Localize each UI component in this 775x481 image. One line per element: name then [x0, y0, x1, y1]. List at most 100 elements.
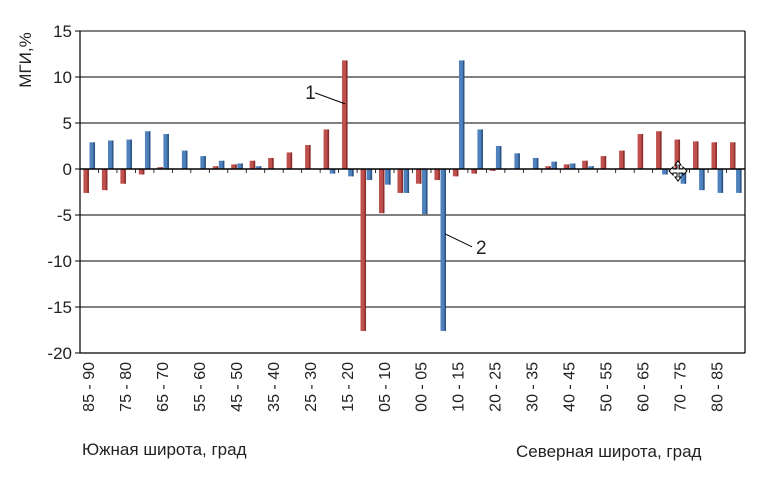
- bar-series-2: [366, 169, 373, 181]
- bar-shade-series-1: [290, 152, 293, 169]
- bar-series-1: [674, 139, 681, 169]
- x-tick-label: 20 - 25: [488, 362, 505, 412]
- annotation-label: 1: [305, 83, 316, 104]
- x-tick-label: 00 - 05: [414, 362, 431, 412]
- bar-series-2: [329, 169, 336, 174]
- bar-series-1: [378, 169, 385, 214]
- bar-series-2: [477, 129, 483, 169]
- y-tick-label: -5: [57, 206, 72, 225]
- bar-shade-series-1: [438, 169, 440, 181]
- bar-shade-series-2: [462, 60, 465, 169]
- bar-series-1: [157, 167, 163, 169]
- bar-shade-series-2: [352, 169, 354, 177]
- y-tick-label: 10: [53, 68, 72, 87]
- x-tick-label: 40 - 45: [562, 362, 579, 412]
- bar-series-1: [360, 169, 367, 331]
- bar-shade-series-2: [425, 169, 428, 215]
- bar-shade-series-1: [715, 142, 717, 169]
- bar-series-2: [680, 169, 687, 184]
- bar-shade-series-2: [721, 169, 724, 193]
- bar-series-2: [163, 134, 169, 169]
- bar-shade-series-2: [241, 163, 243, 169]
- bar-series-2: [126, 139, 132, 169]
- bar-series-2: [551, 161, 557, 169]
- bar-shade-series-2: [481, 129, 483, 169]
- bar-shade-series-2: [536, 157, 539, 169]
- axes: [75, 30, 746, 354]
- y-tick-label: 15: [53, 22, 72, 41]
- bar-shade-series-2: [93, 142, 96, 169]
- bar-shade-series-1: [733, 142, 736, 169]
- bar-series-1: [342, 60, 348, 169]
- bar-series-2: [108, 140, 114, 169]
- bar-series-2: [218, 160, 225, 169]
- bar-shade-series-1: [272, 157, 274, 169]
- bar-series-1: [471, 169, 477, 174]
- bar-shade-series-1: [87, 169, 89, 193]
- bar-shade-series-1: [327, 129, 330, 169]
- x-tick-label: 25 - 30: [303, 362, 320, 412]
- bar-series-2: [237, 163, 243, 169]
- bar-series-2: [348, 169, 354, 177]
- bar-shade-series-2: [444, 169, 447, 331]
- bar-series-1: [637, 134, 644, 169]
- bar-series-1: [415, 169, 422, 184]
- bar-shade-series-1: [105, 169, 108, 191]
- bar-series-2: [588, 166, 594, 169]
- bar-shade-series-2: [111, 140, 114, 169]
- bar-series-1: [729, 142, 736, 169]
- x-tick-label: 55 - 60: [192, 362, 209, 412]
- bar-shade-series-2: [407, 169, 410, 193]
- bar-series-2: [422, 169, 428, 215]
- bar-series-1: [693, 141, 699, 169]
- bar-series-1: [120, 169, 126, 184]
- y-axis-label: МГИ,%: [16, 32, 35, 87]
- bar-series-1: [600, 156, 607, 169]
- bar-shade-series-1: [124, 169, 126, 184]
- bar-shade-series-1: [659, 131, 662, 169]
- bar-series-2: [89, 142, 96, 169]
- bar-shade-series-1: [456, 169, 459, 177]
- x-tick-label: 65 - 70: [155, 362, 172, 412]
- bar-shade-series-1: [253, 160, 256, 169]
- bar-shade-series-1: [641, 134, 644, 169]
- bar-shade-series-1: [419, 169, 422, 184]
- bar-series-1: [434, 169, 440, 181]
- x-tick-label: 05 - 10: [377, 362, 394, 412]
- x-tick-label: 75 - 80: [118, 362, 135, 412]
- x-axis-label-south: Южная широта, град: [82, 440, 247, 459]
- x-tick-label: 70 - 75: [672, 362, 689, 412]
- bar-series-1: [83, 169, 89, 193]
- bar-shade-series-2: [573, 163, 576, 169]
- bar-shade-series-1: [604, 156, 607, 169]
- annotation-label: 2: [476, 238, 487, 259]
- bar-series-2: [532, 157, 539, 169]
- move-cursor-icon: [668, 160, 688, 182]
- x-tick-label: 45 - 50: [229, 362, 246, 412]
- bar-shade-series-1: [345, 60, 348, 169]
- bar-shade-series-1: [142, 169, 145, 175]
- bar-series-2: [699, 169, 705, 191]
- annotation-leader: [314, 92, 346, 105]
- x-tick-label: 15 - 20: [340, 362, 357, 412]
- y-tick-label: 0: [63, 160, 72, 179]
- bar-shade-series-2: [703, 169, 705, 191]
- bar-shade-series-2: [259, 166, 262, 169]
- bar-shade-series-2: [518, 153, 520, 169]
- bar-shade-series-1: [493, 169, 496, 171]
- bar-shade-series-1: [549, 166, 551, 169]
- bar-series-2: [736, 169, 742, 193]
- annotation-leader: [444, 233, 473, 248]
- bar-series-1: [619, 150, 625, 169]
- bar-shade-series-1: [216, 166, 219, 169]
- bar-shade-series-2: [684, 169, 687, 184]
- bar-shade-series-2: [555, 161, 557, 169]
- bar-series-2: [514, 153, 520, 169]
- bar-series-2: [181, 150, 188, 169]
- bar-shade-series-1: [696, 141, 699, 169]
- bar-series-2: [440, 169, 447, 331]
- bar-series-1: [397, 169, 403, 193]
- bar-series-1: [452, 169, 459, 177]
- bar-shade-series-1: [475, 169, 477, 174]
